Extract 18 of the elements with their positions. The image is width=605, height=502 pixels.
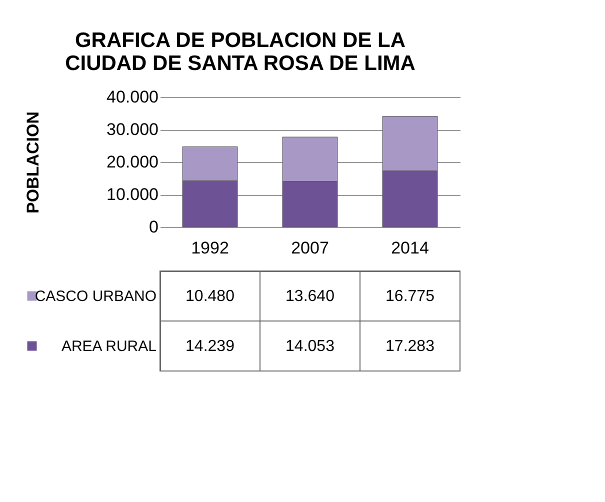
y-tick-label: 40.000 bbox=[106, 88, 158, 106]
data-label: 16.775 bbox=[386, 288, 435, 305]
y-tick-label: 30.000 bbox=[106, 120, 158, 139]
legend-label: CASCO URBANO bbox=[34, 288, 156, 305]
data-label: 14.053 bbox=[286, 338, 335, 355]
data-label: 17.283 bbox=[386, 338, 435, 355]
x-tick-label: 2007 bbox=[291, 238, 329, 258]
y-tick-label: 0 bbox=[149, 218, 158, 236]
y-axis-title: POBLACION bbox=[24, 112, 42, 214]
chart-title: GRAFICA DE POBLACION DE LA CIUDAD DE SANTA ROSA DE LIMA bbox=[65, 29, 416, 75]
x-tick-label: 1992 bbox=[191, 238, 229, 258]
y-tick-label: 10.000 bbox=[106, 185, 158, 204]
data-label: 10.480 bbox=[186, 288, 235, 305]
y-tick-label: 20.000 bbox=[106, 152, 158, 172]
legend-label: AREA RURAL bbox=[61, 338, 156, 355]
x-tick-label: 2014 bbox=[391, 238, 429, 258]
data-label: 14.239 bbox=[186, 338, 235, 355]
data-label: 13.640 bbox=[286, 288, 335, 305]
